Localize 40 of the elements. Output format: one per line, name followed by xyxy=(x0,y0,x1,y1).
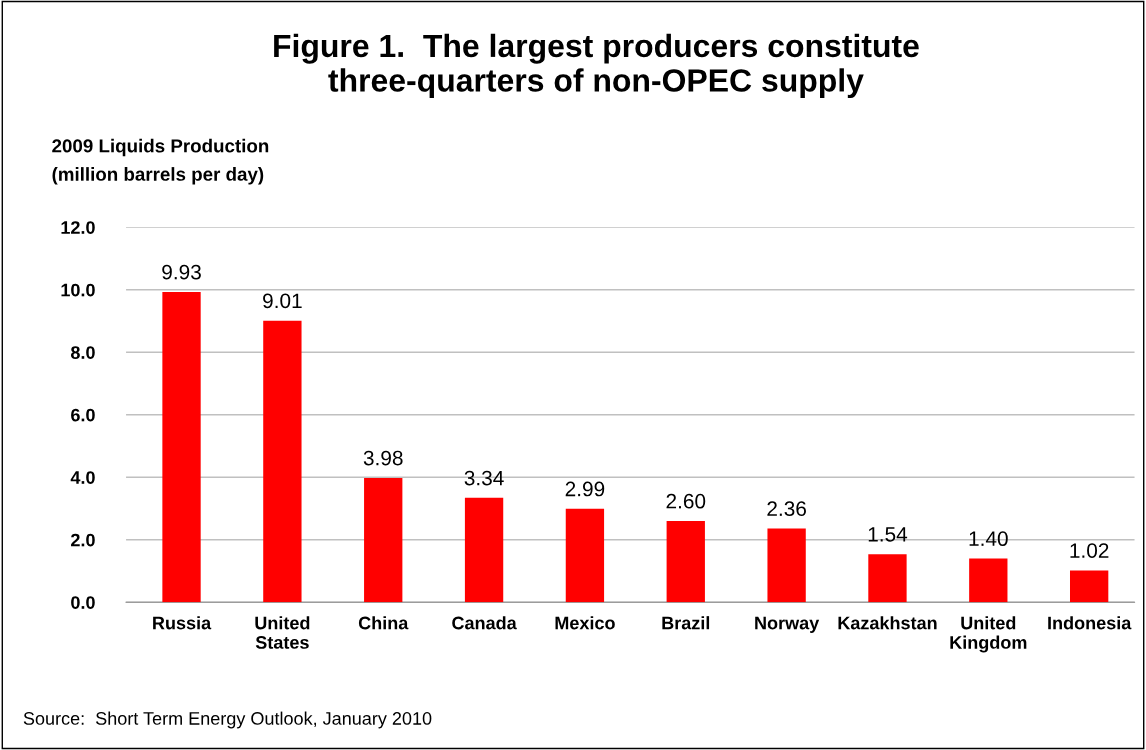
y-tick-label: 12.0 xyxy=(61,221,95,234)
x-tick-label: United Kingdom xyxy=(950,616,1027,653)
x-tick-label: Brazil xyxy=(662,616,710,630)
bar xyxy=(666,521,705,603)
bar xyxy=(767,528,806,603)
x-tick-label: Canada xyxy=(452,616,517,630)
x-tick-label: Russia xyxy=(153,616,212,630)
data-label: 9.93 xyxy=(162,264,201,280)
bar xyxy=(1070,570,1109,603)
x-tick-label: Norway xyxy=(755,616,820,633)
y-tick-label: 4.0 xyxy=(70,471,95,484)
data-label: 2.36 xyxy=(767,501,806,517)
bar xyxy=(364,477,403,603)
data-label: 3.98 xyxy=(363,450,403,466)
bar xyxy=(565,508,605,603)
x-tick-label: Indonesia xyxy=(1048,616,1132,630)
data-label: 3.34 xyxy=(464,470,504,486)
data-label: 1.40 xyxy=(969,531,1008,547)
y-tick-label: 6.0 xyxy=(71,408,95,422)
bar xyxy=(263,320,302,603)
source-note: Source: Short Term Energy Outlook, January 2010 xyxy=(23,711,432,729)
x-tick-label: United States xyxy=(255,616,310,649)
y-tick-label: 8.0 xyxy=(70,346,95,359)
y-tick-label: 2.0 xyxy=(71,533,95,547)
y-tick-label: 0.0 xyxy=(71,596,95,609)
bar xyxy=(162,291,201,603)
x-tick-label: China xyxy=(358,616,409,630)
data-label: 1.54 xyxy=(868,527,908,542)
data-label: 2.60 xyxy=(666,493,706,509)
bar xyxy=(868,554,907,603)
chart-title: Figure 1. The largest producers constitute three-quarters of non-OPEC supply xyxy=(274,33,919,99)
x-tick-label: Kazakhstan xyxy=(838,616,937,630)
bar xyxy=(464,497,504,603)
bar xyxy=(969,558,1008,603)
y-tick-label: 10.0 xyxy=(61,283,95,297)
y-axis-title: 2009 Liquids Production (million barrels per day) xyxy=(52,138,269,185)
x-tick-label: Mexico xyxy=(555,616,615,630)
data-label: 2.99 xyxy=(565,481,605,497)
data-label: 1.02 xyxy=(1070,543,1109,558)
data-label: 9.01 xyxy=(263,293,302,309)
